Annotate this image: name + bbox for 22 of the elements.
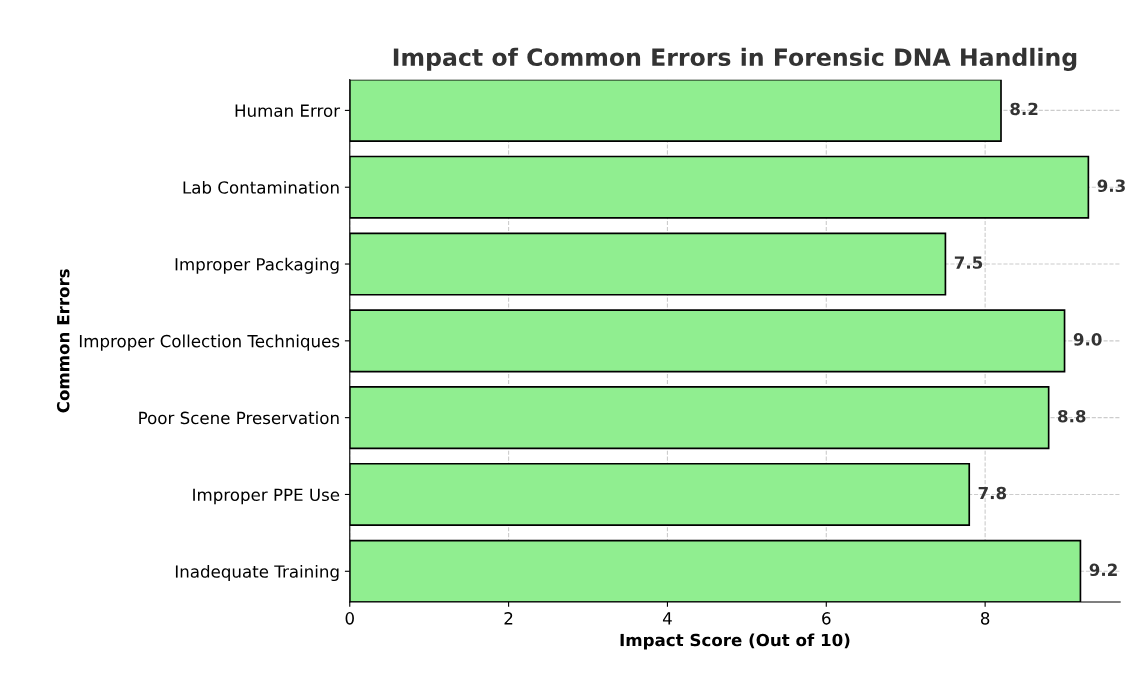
y-tick-label: Poor Scene Preservation [139, 411, 339, 425]
data-label: 8.8 [1058, 409, 1086, 423]
data-label: 9.0 [1073, 333, 1102, 346]
y-tick-label: Inadequate Training [175, 564, 339, 582]
y-tick-label: Human Error [235, 104, 341, 117]
data-label: 8.2 [1010, 102, 1038, 116]
x-tick-label: 2 [504, 612, 513, 625]
y-tick-label: Improper Collection Techniques [79, 334, 340, 351]
x-tick-label: 4 [662, 612, 672, 625]
data-label: 9.3 [1097, 179, 1125, 193]
y-tick-label: Lab Contamination [183, 180, 339, 194]
x-tick-label: 0 [345, 612, 354, 625]
data-label: 7.8 [978, 486, 1007, 500]
data-label: 9.2 [1089, 563, 1117, 577]
y-tick-label: Improper PPE Use [193, 488, 340, 505]
x-tick-label: 8 [980, 612, 990, 625]
chart-title: Impact of Common Errors in Forensic DNA Handling [393, 47, 1077, 71]
x-axis-title: Impact Score (Out of 10) [620, 633, 850, 650]
x-tick-label: 6 [822, 612, 831, 625]
y-axis-title: Common Errors [56, 269, 70, 413]
data-label: 7.5 [954, 256, 983, 269]
y-tick-label: Improper Packaging [175, 257, 339, 274]
